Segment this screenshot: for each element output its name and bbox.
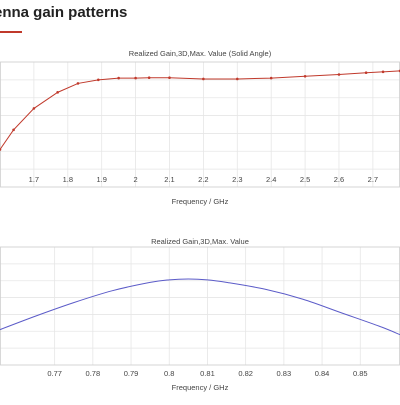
data-point [337,73,341,76]
x-tick-label: 2.7 [368,175,378,184]
chart-title: Realized Gain,3D,Max. Value (Solid Angle… [129,49,272,58]
x-tick-label: 2 [134,175,138,184]
x-axis-label: Frequency / GHz [172,383,229,392]
x-tick-label: 1.7 [29,175,39,184]
x-tick-label: 1.9 [96,175,106,184]
x-tick-label: 0.79 [124,369,139,378]
data-point [147,76,151,80]
data-point [76,82,80,85]
x-tick-label: 2.4 [266,175,276,184]
data-point [0,148,2,151]
series-line [0,278,400,336]
x-tick-label: 2.3 [232,175,242,184]
x-tick-label: 0.83 [277,369,292,378]
x-tick-label: 0.77 [47,369,62,378]
gain-chart-solid-angle: Realized Gain,3D,Max. Value (Solid Angle… [0,49,400,206]
page-title: enna gain patterns [0,4,128,21]
x-tick-label: 0.84 [315,369,330,378]
data-point [168,76,171,80]
data-point [381,70,385,74]
x-tick-label: 2.2 [198,175,208,184]
data-point [32,107,36,110]
x-tick-label: 0.8 [164,369,174,378]
x-tick-label: 0.85 [353,369,368,378]
data-point [12,128,15,132]
data-point [97,78,100,82]
chart-title: Realized Gain,3D,Max. Value [151,237,249,246]
x-tick-label: 0.81 [200,369,215,378]
chart-panel-solid-angle: Realized Gain,3D,Max. Value (Solid Angle… [0,42,400,212]
data-point [364,71,368,75]
x-tick-label: 2.5 [300,175,310,184]
x-tick-label: 0.82 [238,369,253,378]
plot-frame [0,246,400,366]
data-point [303,74,307,78]
x-tick-label: 2.1 [164,175,174,184]
x-axis-label: Frequency / GHz [172,197,229,206]
data-point [117,76,120,80]
chart-panel-max-value: Realized Gain,3D,Max. Value 0.77 0.78 0.79… [0,230,400,400]
series-line [0,70,400,150]
gain-chart-max-value: Realized Gain,3D,Max. Value 0.77 0.78 0.79… [0,237,400,392]
x-tick-label: 0.78 [86,369,101,378]
title-underline [0,31,22,33]
x-tick-label: 2.6 [334,175,344,184]
data-point [134,76,137,80]
data-point [202,77,205,81]
data-point [269,76,273,80]
x-tick-label: 1.8 [63,175,73,184]
data-point [56,91,59,94]
plot-frame [0,61,400,188]
data-point [235,77,239,81]
